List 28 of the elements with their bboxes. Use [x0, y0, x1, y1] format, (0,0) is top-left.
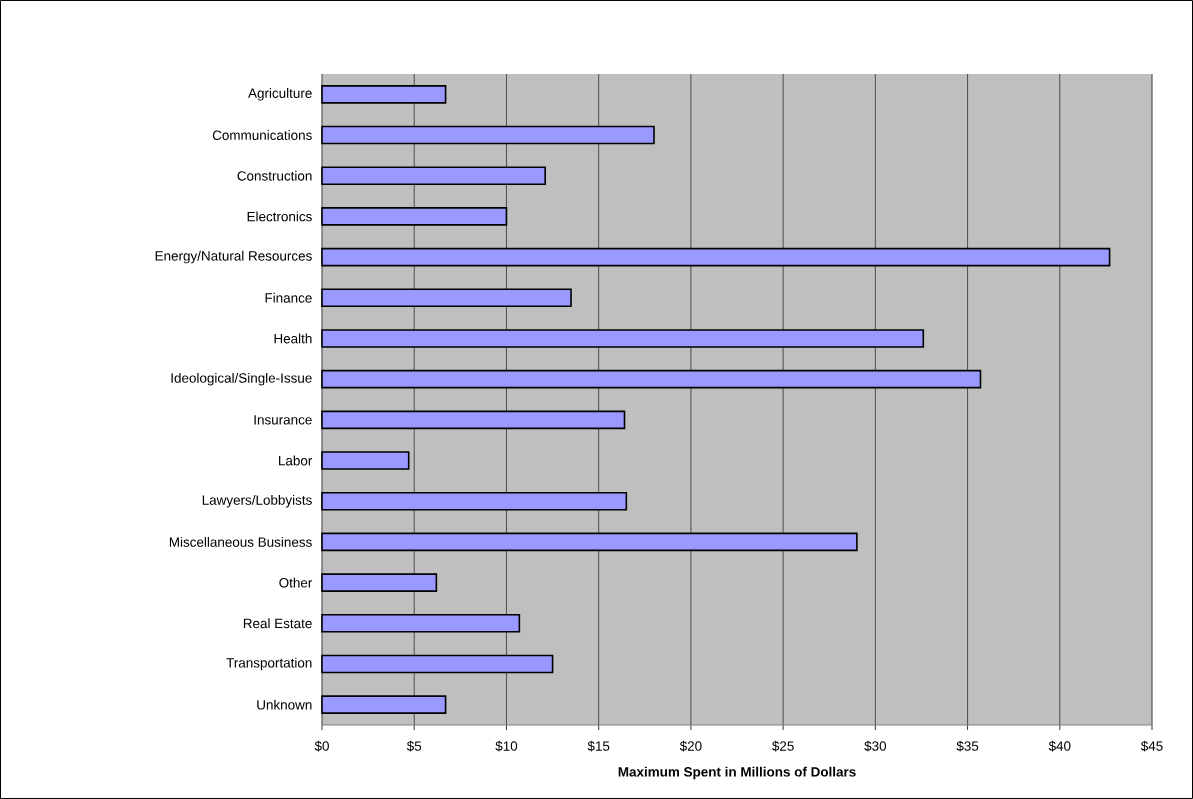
y-tick-label: Transportation [226, 657, 312, 671]
y-tick-label: Construction [237, 170, 312, 181]
x-tick-label: $30 [864, 740, 887, 752]
y-tick-label: Lawyers/Lobbyists [202, 494, 312, 508]
x-tick-label: $10 [495, 740, 518, 752]
y-tick-label: Ideological/Single-Issue [171, 372, 312, 386]
y-tick-label: Insurance [254, 415, 312, 425]
y-tick-label: Finance [265, 292, 312, 303]
y-tick-label: Energy/Natural Resources [155, 250, 312, 264]
y-tick-label: Miscellaneous Business [169, 536, 312, 547]
x-tick-label: $45 [1140, 740, 1163, 752]
y-tick-label: Unknown [257, 699, 312, 710]
x-tick-label: $5 [406, 740, 422, 752]
y-tick-label: Other [279, 577, 313, 588]
x-tick-label: $35 [956, 740, 979, 752]
y-tick-label: Real Estate [243, 618, 312, 629]
x-tick-label: $20 [679, 740, 702, 752]
y-tick-label: Agriculture [248, 88, 312, 101]
y-tick-label: Health [274, 333, 312, 344]
bar [321, 451, 410, 470]
x-tick-label: $40 [1048, 740, 1071, 752]
x-tick-label: $0 [314, 740, 329, 752]
y-tick-label: Electronics [247, 211, 312, 222]
x-axis-title: Maximum Spent in Millions of Dollars [618, 766, 856, 780]
x-tick-label: $15 [587, 740, 610, 752]
x-tick-label: $25 [772, 740, 794, 752]
y-tick-label: Communications [212, 130, 312, 140]
y-tick-label: Labor [279, 455, 313, 466]
